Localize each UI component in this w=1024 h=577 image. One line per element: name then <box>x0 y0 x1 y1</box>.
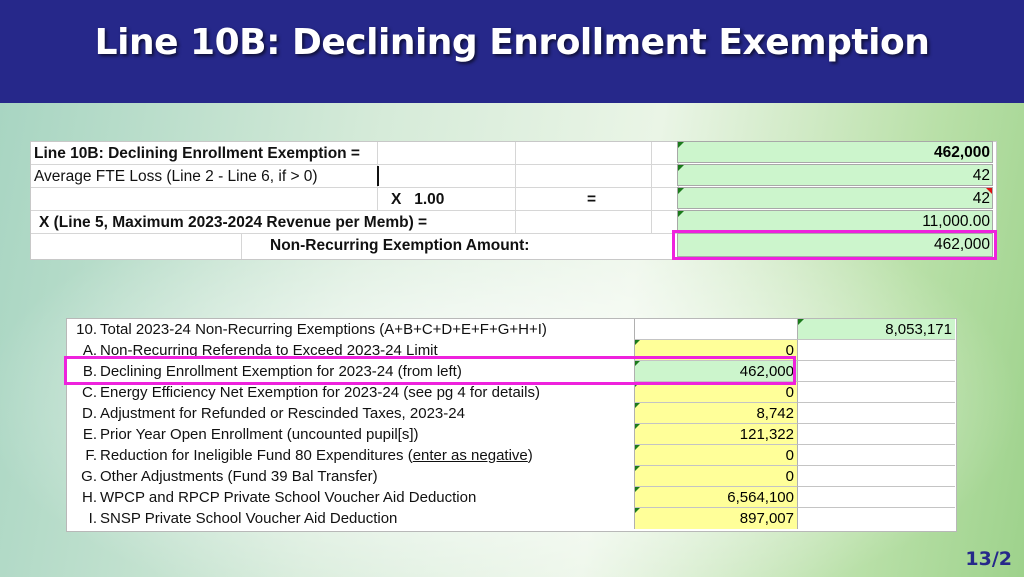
row-value[interactable]: 0 <box>634 340 797 361</box>
row-description: Adjustment for Refunded or Rescinded Tax… <box>100 405 465 422</box>
comment-marker-icon <box>678 211 684 217</box>
row-value[interactable]: 6,564,100 <box>634 487 797 508</box>
row-total <box>797 361 955 382</box>
comment-marker-icon <box>635 361 640 366</box>
row-label: I. <box>88 510 97 527</box>
row-total <box>797 508 955 529</box>
page-number: 13/2 <box>965 548 1012 570</box>
declining-enrollment-exemption-value[interactable]: 462,000 <box>677 141 993 163</box>
table-row: I. SNSP Private School Voucher Aid Deduc… <box>67 508 956 529</box>
comment-marker-icon <box>635 508 640 513</box>
row-label: B. <box>82 363 97 380</box>
row-value[interactable]: 462,000 <box>634 361 797 382</box>
row-value[interactable]: 121,322 <box>634 424 797 445</box>
table-row: G. Other Adjustments (Fund 39 Bal Transf… <box>67 466 956 487</box>
highlight-box-declining-enrollment-row <box>64 356 796 385</box>
fte-times-factor-value[interactable]: 42 <box>677 187 993 209</box>
table-row: A. Non-Recurring Referenda to Exceed 202… <box>67 340 956 361</box>
row-label: C. <box>82 384 97 401</box>
row-value[interactable]: 8,742 <box>634 403 797 424</box>
top-row1-label: Line 10B: Declining Enrollment Exemption… <box>34 145 360 162</box>
top-row4-label: X (Line 5, Maximum 2023-2024 Revenue per… <box>39 214 428 231</box>
slide-header: Line 10B: Declining Enrollment Exemption <box>0 0 1024 103</box>
top-row2-label: Average FTE Loss (Line 2 - Line 6, if > … <box>34 168 318 185</box>
table-row: 10. Total 2023-24 Non-Recurring Exemptio… <box>67 319 956 340</box>
table-row: H. WPCP and RPCP Private School Voucher … <box>67 487 956 508</box>
comment-marker-icon <box>635 466 640 471</box>
row-description: Total 2023-24 Non-Recurring Exemptions (… <box>100 321 547 338</box>
error-marker-icon <box>986 188 992 194</box>
row-label: A. <box>82 342 97 359</box>
highlight-box-exemption-amount <box>672 230 997 260</box>
row-description: SNSP Private School Voucher Aid Deductio… <box>100 510 398 527</box>
row-total <box>797 445 955 466</box>
row-total <box>797 403 955 424</box>
row-label: 10. <box>76 321 97 338</box>
row-total <box>797 487 955 508</box>
total-exemptions-value[interactable]: 8,053,171 <box>797 319 955 340</box>
top-row5-label: Non-Recurring Exemption Amount: <box>270 237 530 254</box>
row-value <box>634 319 797 340</box>
row-value[interactable]: 0 <box>634 382 797 403</box>
table-row: F. Reduction for Ineligible Fund 80 Expe… <box>67 445 956 466</box>
row-label: F. <box>85 447 97 464</box>
comment-marker-icon <box>635 340 640 345</box>
top-row3-multiplier: X 1.00 <box>391 191 445 208</box>
comment-marker-icon <box>798 319 804 325</box>
table-row: B. Declining Enrollment Exemption for 20… <box>67 361 956 382</box>
comment-marker-icon <box>678 188 684 194</box>
table-row: D. Adjustment for Refunded or Rescinded … <box>67 403 956 424</box>
average-fte-loss-value[interactable]: 42 <box>677 164 993 186</box>
row-total <box>797 466 955 487</box>
row-description: WPCP and RPCP Private School Voucher Aid… <box>100 489 477 506</box>
row-label: D. <box>82 405 97 422</box>
top-row3-equals: = <box>587 191 597 208</box>
comment-marker-icon <box>635 445 640 450</box>
row-total <box>797 424 955 445</box>
comment-marker-icon <box>635 403 640 408</box>
table-row: C. Energy Efficiency Net Exemption for 2… <box>67 382 956 403</box>
row-description: Energy Efficiency Net Exemption for 2023… <box>100 384 540 401</box>
row-label: H. <box>82 489 97 506</box>
slide-title: Line 10B: Declining Enrollment Exemption <box>94 22 930 63</box>
row-description: Other Adjustments (Fund 39 Bal Transfer) <box>100 468 378 485</box>
row-description: Reduction for Ineligible Fund 80 Expendi… <box>100 447 533 464</box>
row-description: Non-Recurring Referenda to Exceed 2023-2… <box>100 342 438 359</box>
comment-marker-icon <box>678 165 684 171</box>
max-revenue-per-member-value[interactable]: 11,000.00 <box>677 210 993 232</box>
row-description: Declining Enrollment Exemption for 2023-… <box>100 363 462 380</box>
row-total <box>797 340 955 361</box>
comment-marker-icon <box>635 487 640 492</box>
row-description: Prior Year Open Enrollment (uncounted pu… <box>100 426 419 443</box>
comment-marker-icon <box>635 424 640 429</box>
row-value[interactable]: 897,007 <box>634 508 797 529</box>
table-row: E. Prior Year Open Enrollment (uncounted… <box>67 424 956 445</box>
row-total <box>797 382 955 403</box>
row-value[interactable]: 0 <box>634 466 797 487</box>
non-recurring-exemption-amount-value[interactable]: 462,000 <box>677 233 993 257</box>
row-label: E. <box>82 426 97 443</box>
comment-marker-icon <box>678 142 684 148</box>
row-value[interactable]: 0 <box>634 445 797 466</box>
row-label: G. <box>81 468 97 485</box>
non-recurring-exemptions-table: 10. Total 2023-24 Non-Recurring Exemptio… <box>66 318 957 532</box>
text-cursor <box>377 166 379 186</box>
